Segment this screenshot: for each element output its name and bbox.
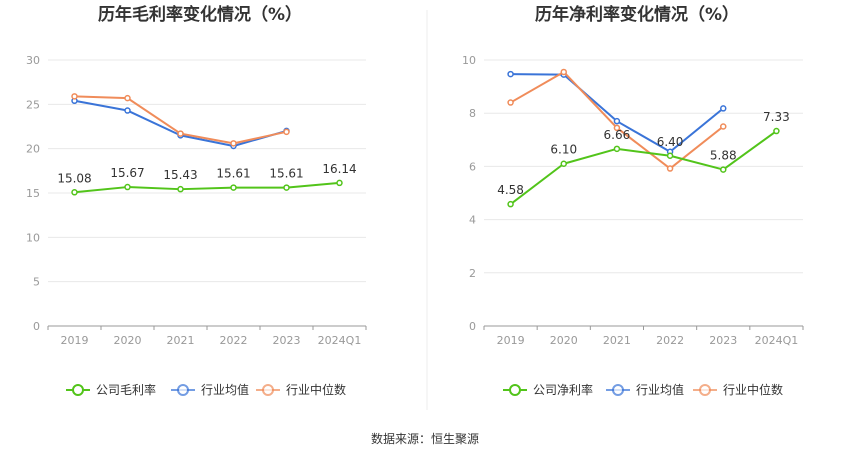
y-tick-label: 5 [33, 276, 40, 289]
x-tick-label: 2019 [61, 334, 89, 347]
data-point[interactable] [71, 93, 78, 100]
data-label: 6.10 [550, 143, 577, 157]
x-tick-label: 2021 [167, 334, 195, 347]
y-tick-label: 0 [469, 320, 476, 333]
x-tick-label: 2022 [656, 334, 684, 347]
data-point[interactable] [613, 145, 621, 153]
x-tick-label: 2021 [603, 334, 631, 347]
data-label: 15.61 [269, 167, 303, 181]
data-label: 5.88 [710, 149, 737, 163]
data-point[interactable] [177, 185, 184, 193]
series-line-0 [509, 130, 778, 205]
data-point[interactable] [283, 128, 290, 136]
y-tick-label: 4 [469, 214, 476, 227]
data-point[interactable] [507, 70, 514, 78]
y-tick-label: 15 [26, 187, 40, 200]
x-tick-label: 2020 [114, 334, 142, 347]
y-tick-label: 8 [469, 107, 476, 120]
data-point[interactable] [283, 184, 290, 191]
y-tick-label: 0 [33, 320, 40, 333]
net-margin-chart: 历年净利率变化情况（%） 0 2 4 6 8 10 2019 2020 2021 2022 2023 2… [462, 4, 804, 397]
data-point[interactable] [560, 68, 567, 76]
data-point[interactable] [507, 200, 514, 208]
y-tick-label: 10 [26, 231, 40, 244]
legend-marker[interactable] [72, 384, 84, 396]
x-tick-label: 2019 [497, 334, 525, 347]
legend-label[interactable]: 行业中位数 [286, 382, 346, 397]
x-tick-label: 2020 [550, 334, 578, 347]
data-point[interactable] [230, 184, 237, 191]
data-point[interactable] [230, 140, 237, 147]
data-label: 15.61 [216, 167, 250, 181]
data-point[interactable] [124, 183, 131, 191]
data-point[interactable] [666, 165, 674, 172]
data-point[interactable] [71, 189, 78, 196]
y-tick-label: 6 [469, 160, 476, 173]
legend-marker[interactable] [262, 384, 274, 396]
x-tick-label: 2022 [220, 334, 248, 347]
legend-label[interactable]: 公司净利率 [533, 382, 593, 397]
gross-margin-chart: 历年毛利率变化情况（%） 0 5 10 15 20 25 30 2019 2020 2021 2022… [26, 4, 367, 397]
data-label: 16.14 [322, 162, 356, 176]
data-label: 7.33 [763, 110, 790, 124]
legend-marker[interactable] [699, 384, 711, 396]
data-label: 6.40 [657, 135, 684, 149]
legend-label[interactable]: 行业均值 [201, 382, 249, 397]
data-label: 15.43 [163, 168, 197, 182]
data-point[interactable] [773, 127, 780, 135]
y-tick-label: 10 [462, 54, 476, 67]
x-tick-label: 2023 [273, 334, 301, 347]
data-label: 4.58 [497, 183, 524, 197]
y-tick-label: 30 [26, 54, 40, 67]
data-label: 15.08 [57, 171, 91, 185]
data-point[interactable] [336, 179, 343, 187]
data-point[interactable] [720, 105, 727, 112]
data-point[interactable] [560, 160, 567, 167]
data-point[interactable] [507, 99, 514, 106]
legend-marker[interactable] [612, 384, 624, 396]
legend-label[interactable]: 行业均值 [636, 382, 684, 397]
data-point[interactable] [720, 166, 727, 173]
y-tick-label: 20 [26, 143, 40, 156]
data-point[interactable] [613, 124, 621, 132]
chart-title: 历年毛利率变化情况（%） [98, 4, 302, 25]
series-line-0 [74, 181, 340, 194]
legend-label[interactable]: 公司毛利率 [96, 382, 156, 397]
x-tick-label: 2023 [709, 334, 737, 347]
data-point[interactable] [177, 130, 184, 137]
data-point[interactable] [666, 152, 674, 160]
data-point[interactable] [613, 117, 621, 125]
x-tick-label: 2024Q1 [318, 334, 362, 347]
data-source: 数据来源：恒生聚源 [371, 431, 479, 446]
x-tick-label: 2024Q1 [755, 334, 799, 347]
data-point[interactable] [124, 94, 131, 102]
y-tick-label: 2 [469, 267, 476, 280]
y-tick-label: 25 [26, 98, 40, 111]
chart-title: 历年净利率变化情况（%） [535, 4, 739, 25]
legend-marker[interactable] [177, 384, 189, 396]
legend-marker[interactable] [509, 384, 521, 396]
data-point[interactable] [124, 107, 131, 114]
data-label: 6.66 [604, 128, 631, 142]
data-point[interactable] [720, 123, 727, 130]
legend-label[interactable]: 行业中位数 [723, 382, 783, 397]
data-label: 15.67 [110, 166, 144, 180]
